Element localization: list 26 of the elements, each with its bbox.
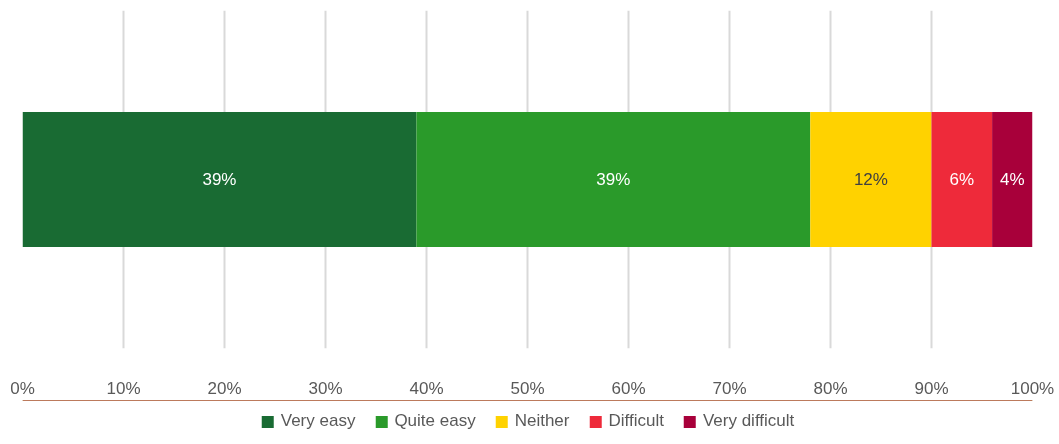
data-label: 12%: [853, 170, 888, 189]
x-tick-label: 80%: [813, 378, 848, 398]
x-tick-label: 30%: [308, 378, 343, 398]
x-tick-label: 90%: [914, 378, 949, 398]
bar: [992, 111, 1033, 248]
legend-label: Very easy: [280, 411, 356, 431]
x-tick-label: 10%: [106, 378, 141, 398]
x-tick-label: 20%: [207, 378, 242, 398]
x-tick-label: 100%: [1010, 378, 1055, 398]
bar: [810, 111, 932, 248]
bar: [22, 111, 417, 248]
bar: [931, 111, 993, 248]
x-tick-label: 60%: [611, 378, 646, 398]
legend-label: Difficult: [608, 411, 664, 431]
bar: [416, 111, 811, 248]
legend-label: Quite easy: [394, 411, 476, 431]
legend-label: Neither: [514, 411, 570, 431]
x-tick-label: 40%: [409, 378, 444, 398]
data-label: 39%: [202, 170, 237, 189]
x-tick-label: 0%: [10, 378, 35, 398]
data-label: 6%: [949, 170, 975, 189]
legend-label: Very difficult: [702, 411, 795, 431]
x-tick-label: 70%: [712, 378, 747, 398]
data-label: 4%: [1000, 170, 1025, 189]
x-tick-label: 50%: [510, 378, 545, 398]
data-label: 39%: [596, 170, 631, 189]
